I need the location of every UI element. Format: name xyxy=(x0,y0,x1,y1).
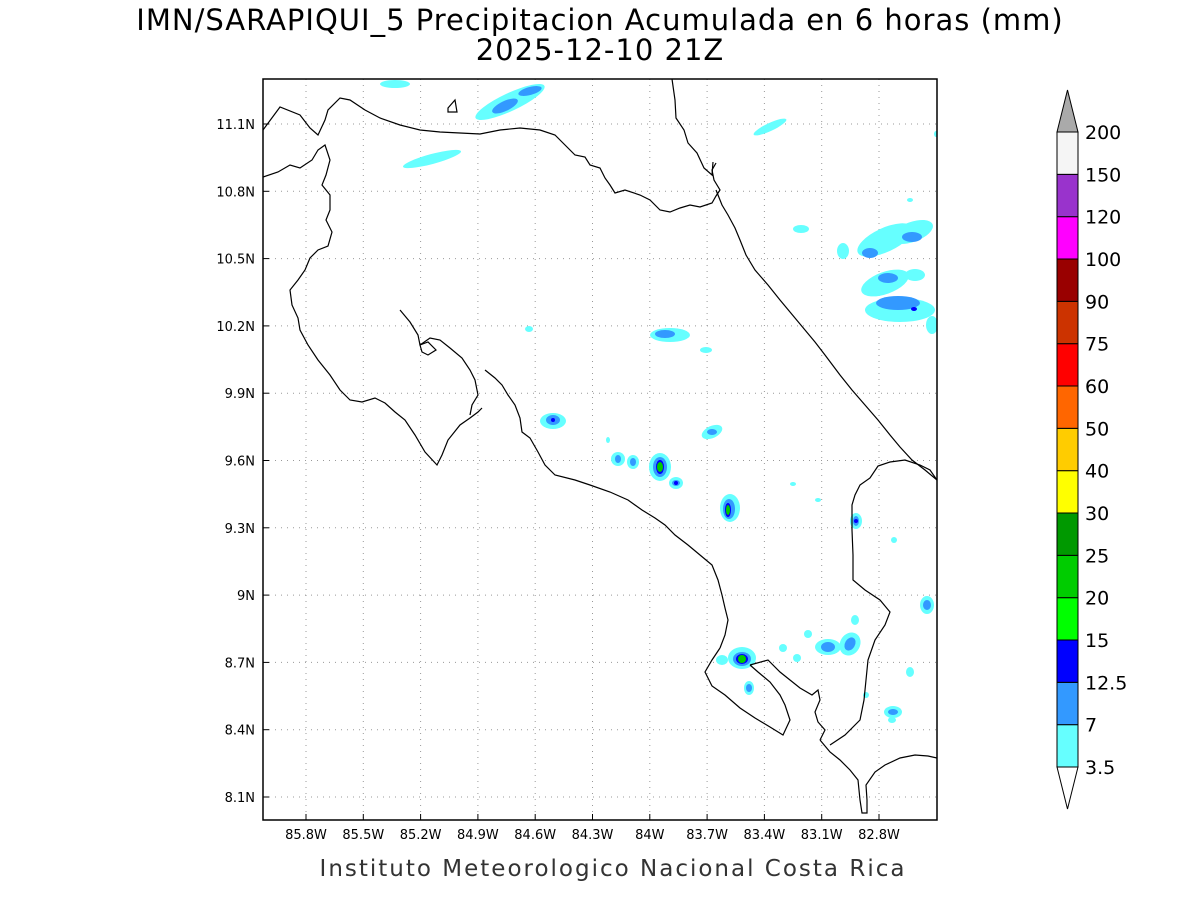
x-axis-tick-labels: 85.8W 85.5W 85.2W 84.9W 84.6W 84.3W 84W 83.7W 83… xyxy=(285,814,900,843)
map-gridlines xyxy=(263,79,937,820)
colorbar-level-label: 200 xyxy=(1085,122,1121,144)
precip-patch-central xyxy=(540,328,897,543)
gulf-of-nicoya xyxy=(399,309,479,416)
y-tick-label: 8.4N xyxy=(225,724,255,739)
colorbar-swatch xyxy=(1056,343,1079,387)
map-title-line2: 2025-12-10 21Z xyxy=(475,33,725,67)
colorbar-swatch xyxy=(1056,385,1079,429)
x-tick-label: 85.2W xyxy=(400,828,442,843)
y-tick-label: 9.6N xyxy=(225,455,255,470)
colorbar-level-label: 20 xyxy=(1085,588,1109,610)
panama-border xyxy=(829,459,937,746)
colorbar-swatch xyxy=(1056,681,1079,726)
colorbar-under-triangle xyxy=(1056,766,1079,810)
y-tick-label: 9N xyxy=(237,589,255,604)
colorbar-level-label: 25 xyxy=(1085,545,1109,567)
colorbar-swatch xyxy=(1056,258,1079,302)
nicoya-peninsula-pacific-coast xyxy=(263,144,483,467)
colorbar-swatch xyxy=(1056,470,1079,514)
x-tick-label: 83.4W xyxy=(743,828,785,843)
x-tick-label: 84.6W xyxy=(514,828,556,843)
y-axis-tick-labels: 11.1N 10.8N 10.5N 10.2N 9.9N 9.6N 9.3N 9N 8.7N 8.… xyxy=(216,118,269,806)
osa-peninsula xyxy=(704,647,791,736)
colorbar-level-label: 75 xyxy=(1085,334,1109,356)
credit-line: Instituto Meteorologico Nacional Costa R… xyxy=(319,856,907,882)
precipitation-field xyxy=(380,80,937,723)
burica-peninsula xyxy=(819,739,937,814)
x-tick-label: 84W xyxy=(635,828,665,843)
colorbar-swatch xyxy=(1056,554,1079,599)
colorbar-swatch xyxy=(1056,300,1079,345)
colorbar-level-label: 30 xyxy=(1085,503,1109,525)
precip-patch-caribbean xyxy=(837,131,937,334)
colorbar-swatch xyxy=(1056,639,1079,683)
chira-island xyxy=(419,341,437,356)
x-tick-label: 85.8W xyxy=(285,828,327,843)
caribbean-coast-costa-rica xyxy=(715,189,937,481)
x-tick-label: 82.8W xyxy=(858,828,900,843)
map-title-line1: IMN/SARAPIQUI_5 Precipitacion Acumulada … xyxy=(136,3,1064,37)
y-tick-label: 10.5N xyxy=(216,253,255,268)
colorbar-swatch xyxy=(1056,173,1079,218)
precip-patch-south xyxy=(716,596,934,723)
precip-patch-north xyxy=(380,80,809,332)
colorbar-swatch xyxy=(1056,597,1079,641)
colorbar-level-label: 40 xyxy=(1085,461,1109,483)
x-tick-label: 84.3W xyxy=(572,828,614,843)
y-tick-label: 11.1N xyxy=(216,118,255,133)
lake-nicaragua-fragment xyxy=(447,98,458,113)
coastlines xyxy=(263,79,937,814)
map-frame xyxy=(262,78,938,821)
y-tick-label: 10.2N xyxy=(216,320,255,335)
colorbar-swatch xyxy=(1056,131,1079,175)
colorbar-swatch xyxy=(1056,724,1079,768)
colorbar-level-label: 120 xyxy=(1085,207,1121,229)
colorbar-swatch xyxy=(1056,512,1079,556)
colorbar: 3.5 7 12.5 15 20 25 30 40 50 60 75 90 100 120 150 200 xyxy=(1056,89,1127,810)
colorbar-level-label: 50 xyxy=(1085,418,1109,440)
y-tick-label: 8.7N xyxy=(225,656,255,671)
colorbar-swatch xyxy=(1056,427,1079,472)
colorbar-level-label: 15 xyxy=(1085,630,1109,652)
colorbar-level-label: 12.5 xyxy=(1085,672,1127,694)
central-pacific-coast xyxy=(484,369,729,649)
nicaragua-caribbean-coast xyxy=(671,79,714,177)
colorbar-level-label: 60 xyxy=(1085,376,1109,398)
y-tick-label: 9.9N xyxy=(225,387,255,402)
x-tick-label: 83.1W xyxy=(801,828,843,843)
colorbar-level-label: 7 xyxy=(1085,715,1097,737)
x-tick-label: 84.9W xyxy=(457,828,499,843)
colorbar-level-label: 90 xyxy=(1085,291,1109,313)
y-tick-label: 9.3N xyxy=(225,522,255,537)
colorbar-swatch xyxy=(1056,216,1079,260)
nicaragua-border xyxy=(263,97,721,213)
y-tick-label: 10.8N xyxy=(216,185,255,200)
x-tick-label: 83.7W xyxy=(686,828,728,843)
colorbar-level-label: 3.5 xyxy=(1085,757,1115,779)
x-tick-label: 85.5W xyxy=(342,828,384,843)
golfo-dulce xyxy=(749,659,826,741)
colorbar-over-triangle xyxy=(1056,89,1079,133)
colorbar-level-label: 100 xyxy=(1085,249,1121,271)
colorbar-level-label: 150 xyxy=(1085,164,1121,186)
y-tick-label: 8.1N xyxy=(225,791,255,806)
